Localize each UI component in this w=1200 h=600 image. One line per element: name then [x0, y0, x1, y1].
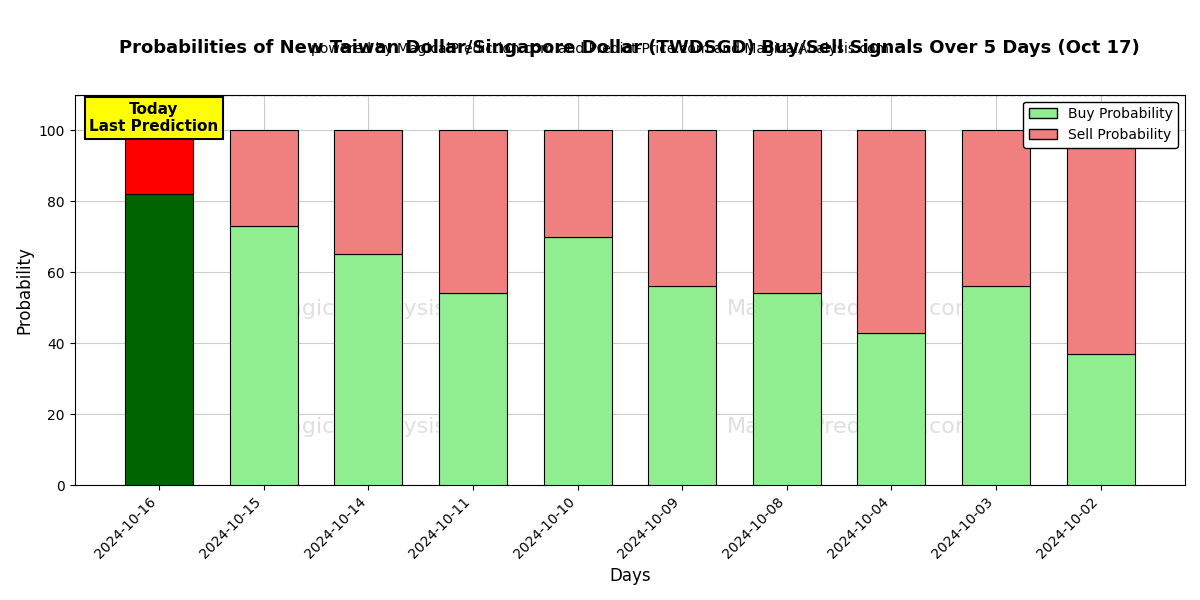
- Bar: [752, 293, 821, 485]
- Bar: [229, 130, 298, 226]
- X-axis label: Days: Days: [610, 567, 650, 585]
- Bar: [857, 332, 925, 485]
- Text: powered by MagicalPrediction.com and Predict-Price.com and MagicalAnalysis.com: powered by MagicalPrediction.com and Pre…: [311, 42, 889, 56]
- Text: MagicalPrediction.com: MagicalPrediction.com: [727, 416, 977, 437]
- Bar: [752, 130, 821, 293]
- Bar: [125, 194, 193, 485]
- Bar: [648, 286, 716, 485]
- Bar: [1067, 354, 1134, 485]
- Bar: [439, 293, 506, 485]
- Bar: [439, 130, 506, 293]
- Bar: [1067, 130, 1134, 354]
- Text: MagicalAnalysis.com: MagicalAnalysis.com: [270, 416, 502, 437]
- Bar: [125, 130, 193, 194]
- Text: MagicalAnalysis.com: MagicalAnalysis.com: [270, 299, 502, 319]
- Text: MagicalPrediction.com: MagicalPrediction.com: [727, 299, 977, 319]
- Bar: [544, 130, 612, 236]
- Bar: [335, 254, 402, 485]
- Bar: [544, 236, 612, 485]
- Bar: [335, 130, 402, 254]
- Bar: [648, 130, 716, 286]
- Text: Today
Last Prediction: Today Last Prediction: [89, 102, 218, 134]
- Bar: [857, 130, 925, 332]
- Y-axis label: Probability: Probability: [16, 246, 34, 334]
- Title: Probabilities of New Taiwan Dollar/Singapore Dollar (TWDSGD) Buy/Sell Signals Ov: Probabilities of New Taiwan Dollar/Singa…: [120, 39, 1140, 57]
- Bar: [962, 130, 1030, 286]
- Bar: [229, 226, 298, 485]
- Legend: Buy Probability, Sell Probability: Buy Probability, Sell Probability: [1024, 101, 1178, 148]
- Bar: [962, 286, 1030, 485]
